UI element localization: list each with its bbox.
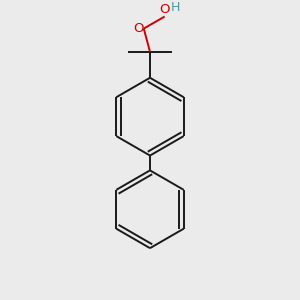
Text: O: O [159, 3, 170, 16]
Text: O: O [134, 22, 144, 35]
Text: H: H [171, 1, 180, 14]
